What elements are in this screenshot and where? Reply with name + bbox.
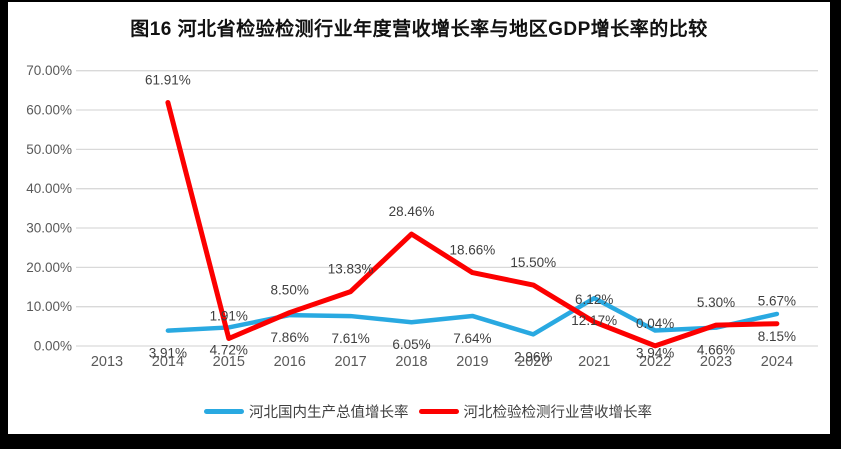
data-label: 7.61% (331, 331, 369, 346)
data-label: 28.46% (389, 204, 435, 219)
data-label: 18.66% (450, 243, 496, 258)
data-label: 7.64% (453, 331, 491, 346)
data-label: 6.12% (575, 292, 613, 307)
data-label: 15.50% (510, 255, 556, 270)
y-tick-label: 40.00% (26, 181, 72, 196)
legend-item-gdp: 河北国内生产总值增长率 (204, 401, 409, 422)
y-tick-label: 20.00% (26, 260, 72, 275)
data-label: 8.50% (271, 283, 309, 298)
data-label: 5.30% (697, 295, 735, 310)
y-tick-label: 50.00% (26, 142, 72, 157)
data-label: 13.83% (328, 262, 374, 277)
revenue-line (165, 100, 780, 349)
x-tick-label: 2018 (395, 354, 427, 370)
chart-panel: 70.00% 60.00% 50.00% 40.00% 30.00% 20.00% 10.0… (8, 2, 830, 434)
x-tick-label: 2023 (700, 354, 732, 370)
data-label: 4.72% (210, 342, 248, 357)
chart-title: 图16 河北省检验检测行业年度营收增长率与地区GDP增长率的比较 (130, 19, 708, 40)
data-label: 6.05% (392, 337, 430, 352)
x-tick-label: 2022 (639, 354, 671, 370)
x-tick-label: 2024 (761, 354, 793, 370)
data-label: 5.67% (758, 294, 796, 309)
data-label: 12.17% (571, 313, 617, 328)
data-label: 4.66% (697, 343, 735, 358)
x-tick-label: 2013 (91, 354, 123, 370)
x-tick-label: 2014 (152, 354, 184, 370)
x-tick-label: 2015 (213, 354, 245, 370)
gdp-line (165, 295, 780, 337)
chart-plot-area: 70.00% 60.00% 50.00% 40.00% 30.00% 20.00% 10.0… (26, 63, 818, 370)
y-tick-label: 30.00% (26, 221, 72, 236)
data-label: 1.91% (210, 308, 248, 323)
x-tick-label: 2020 (517, 354, 549, 370)
legend-item-revenue: 河北检验检测行业营收增长率 (418, 401, 653, 422)
data-label: 3.91% (149, 346, 187, 361)
y-tick-label: 60.00% (26, 103, 72, 118)
data-label: 8.15% (758, 329, 796, 344)
legend-label-gdp: 河北国内生产总值增长率 (249, 405, 409, 421)
x-tick-label: 2021 (578, 354, 610, 370)
data-label: 3.94% (636, 346, 674, 361)
data-label: 2.96% (514, 349, 552, 364)
data-label: 7.86% (271, 330, 309, 345)
chart-legend: 河北国内生产总值增长率 河北检验检测行业营收增长率 (8, 401, 830, 422)
legend-swatch-gdp-line (204, 409, 244, 414)
data-label: 61.91% (145, 73, 191, 88)
y-tick-label: 0.00% (34, 339, 72, 354)
y-tick-label: 10.00% (26, 299, 72, 314)
x-tick-label: 2017 (334, 354, 366, 370)
data-label: 0.04% (636, 316, 674, 331)
y-tick-label: 70.00% (26, 63, 72, 78)
x-tick-label: 2019 (456, 354, 488, 370)
x-tick-label: 2016 (274, 354, 306, 370)
legend-label-revenue: 河北检验检测行业营收增长率 (463, 405, 653, 421)
legend-swatch-revenue-line (418, 409, 459, 414)
